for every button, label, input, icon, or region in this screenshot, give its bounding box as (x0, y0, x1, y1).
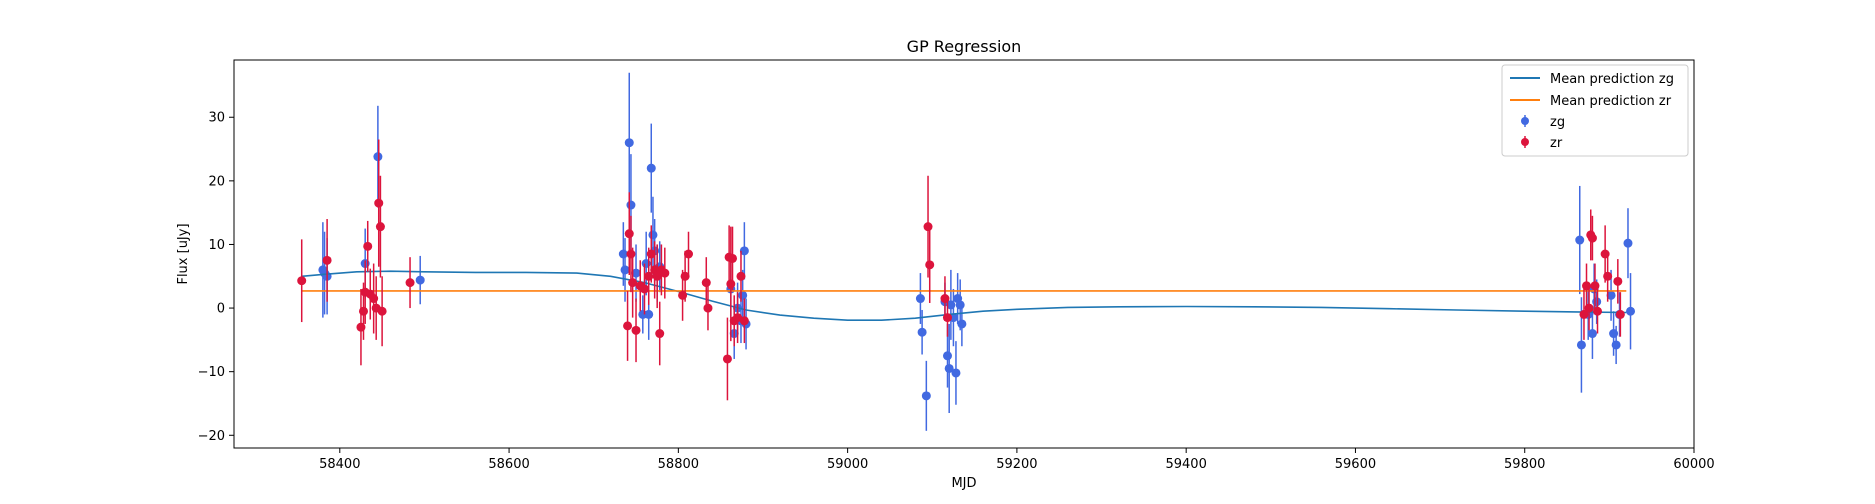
axes-frame (233, 59, 1695, 449)
data-point-zr (626, 249, 636, 259)
data-point-zr (923, 222, 933, 232)
data-point-zr (1579, 309, 1589, 319)
data-point-zr (722, 354, 732, 364)
data-point-zg (1606, 290, 1616, 300)
legend-marker-zr (1521, 138, 1529, 146)
data-point-zr (363, 241, 373, 251)
legend-label-zr-line: Mean prediction zr (1550, 94, 1672, 109)
data-point-zg (631, 268, 641, 278)
data-point-zg (1587, 329, 1597, 339)
data-point-zr (1593, 306, 1603, 316)
data-point-zg (1626, 306, 1636, 316)
data-point-zg (644, 309, 654, 319)
data-point-zg (944, 363, 954, 373)
data-point-zg (1576, 340, 1586, 350)
data-point-zg (624, 138, 634, 148)
x-tick-label: 59400 (1165, 457, 1206, 472)
data-point-zg (646, 163, 656, 173)
data-point-zr (739, 316, 749, 326)
y-tick-label: 20 (208, 174, 225, 189)
data-point-zr (1615, 309, 1625, 319)
data-point-zg (373, 152, 383, 162)
legend-label-zg-line: Mean prediction zg (1550, 72, 1674, 87)
data-point-zg (620, 265, 630, 275)
x-tick-label: 59800 (1504, 457, 1545, 472)
data-point-zg (915, 294, 925, 304)
y-tick-label: 30 (208, 111, 225, 126)
data-point-zr (639, 284, 649, 294)
y-tick-label: −10 (198, 365, 225, 380)
x-tick-label: 58800 (658, 457, 699, 472)
data-point-zr (736, 271, 746, 281)
data-point-zr (374, 198, 384, 208)
data-point-zr (1603, 271, 1613, 281)
legend: Mean prediction zg Mean prediction zr zg… (1501, 64, 1689, 157)
data-point-zr (1590, 281, 1600, 291)
data-point-zr (375, 222, 385, 232)
x-tick-label: 60000 (1673, 457, 1714, 472)
data-point-zr (655, 329, 665, 339)
legend-label-zr: zr (1550, 136, 1563, 151)
x-tick-label: 58400 (319, 457, 360, 472)
x-tick-label: 59200 (996, 457, 1037, 472)
data-point-zg (921, 391, 931, 401)
data-point-zr (733, 313, 743, 323)
data-point-zg (1623, 238, 1633, 248)
data-point-zr (297, 276, 307, 286)
data-point-zr (942, 313, 952, 323)
data-point-zr (680, 271, 690, 281)
x-axis-label: MJD (951, 476, 976, 491)
data-point-zr (1613, 276, 1623, 286)
data-point-zg (955, 300, 965, 310)
data-point-zr (660, 268, 670, 278)
data-point-zr (624, 229, 634, 239)
data-point-zg (739, 246, 749, 256)
x-tick-label: 59000 (827, 457, 868, 472)
data-point-zg (648, 230, 658, 240)
data-point-zg (626, 200, 636, 210)
data-point-zr (623, 321, 633, 331)
data-point-zg (957, 319, 967, 329)
legend-marker-zg (1521, 117, 1529, 125)
data-point-zr (631, 325, 641, 335)
line-mean-prediction-zg (301, 270, 1627, 321)
data-point-zg (951, 368, 961, 378)
data-point-zr (1584, 303, 1594, 313)
y-tick-label: 10 (208, 238, 225, 253)
axis-ticks: 58400 58600 58800 59000 59200 59400 59600 59800… (198, 111, 1715, 472)
x-tick-label: 58600 (488, 457, 529, 472)
data-point-zr (701, 278, 711, 288)
data-point-zr (646, 249, 656, 259)
data-point-zr (728, 253, 738, 263)
data-point-zr (925, 260, 935, 270)
data-point-zg (1592, 297, 1602, 307)
data-point-zr (726, 279, 736, 289)
data-point-zg (942, 351, 952, 361)
y-axis-label: Flux [uJy] (176, 223, 191, 284)
series-zr-points (297, 139, 1625, 401)
data-point-zr (684, 249, 694, 259)
data-point-zr (628, 278, 638, 288)
y-tick-label: −20 (198, 429, 225, 444)
data-point-zr (652, 271, 662, 281)
chart-title: GP Regression (907, 37, 1022, 56)
data-point-zg (917, 327, 927, 337)
data-point-zr (322, 255, 332, 265)
data-point-zr (358, 306, 368, 316)
data-point-zg (1575, 235, 1585, 245)
data-point-zr (405, 278, 415, 288)
data-point-zg (738, 290, 748, 300)
legend-box (1501, 64, 1689, 157)
x-tick-label: 59600 (1335, 457, 1376, 472)
y-tick-label: 0 (217, 302, 225, 317)
data-point-zg (1611, 340, 1621, 350)
data-point-zr (377, 306, 387, 316)
data-point-zr (703, 303, 713, 313)
legend-label-zg: zg (1550, 115, 1565, 130)
data-point-zg (415, 275, 425, 285)
plot-area (297, 72, 1636, 431)
data-point-zr (1587, 233, 1597, 243)
